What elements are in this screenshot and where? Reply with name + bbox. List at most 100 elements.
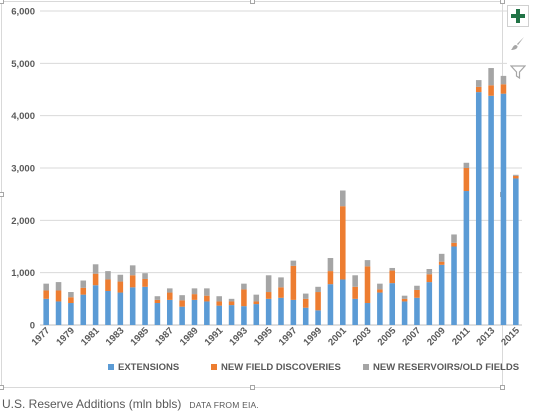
bar-segment-extensions-1998 [302, 307, 309, 325]
bar-segment-new-field-discoveries-1990 [204, 295, 210, 302]
bar-segment-new-reservoirs-old-fields-2011 [463, 162, 470, 168]
x-tick-label: 1989 [178, 325, 201, 348]
bar-segment-extensions-1990 [204, 301, 210, 325]
bar-segment-extensions-2007 [414, 297, 420, 325]
bar-segment-new-field-discoveries-2015 [513, 175, 519, 179]
chart-filters-button[interactable] [507, 61, 529, 83]
bar-segment-new-field-discoveries-1993 [241, 289, 247, 307]
bar-segment-new-field-discoveries-2009 [438, 261, 445, 265]
legend-entry: NEW RESERVOIRS/OLD FIELDS [373, 362, 519, 373]
legend: EXTENSIONS NEW FIELD DISCOVERIES NEW RESER… [108, 362, 519, 373]
x-tick-label: 1995 [252, 325, 275, 348]
filter-icon [510, 65, 526, 80]
y-axis: 0 1,000 2,000 3,000 4,000 5,000 6,000 [11, 7, 35, 332]
bar-segment-new-reservoirs-old-fields-1990 [204, 288, 210, 296]
bar-segment-extensions-1997 [290, 299, 297, 325]
bar-segment-new-field-discoveries-1988 [179, 300, 185, 307]
bar-segment-new-reservoirs-old-fields-2013 [488, 68, 494, 86]
bar-segment-new-reservoirs-old-fields-2008 [426, 269, 433, 275]
resize-handle-bottom[interactable] [250, 385, 255, 390]
bar-segment-extensions-2015 [513, 178, 519, 325]
bar-segment-extensions-2005 [389, 283, 396, 325]
bar-segment-new-field-discoveries-1977 [43, 290, 49, 299]
bar-segment-new-field-discoveries-2005 [389, 270, 396, 284]
bar-segment-new-field-discoveries-2011 [463, 168, 470, 192]
bar-segment-extensions-1987 [166, 299, 173, 325]
bar-segment-new-reservoirs-old-fields-2010 [451, 234, 457, 243]
bar-segment-extensions-2011 [463, 191, 470, 325]
bar-segment-extensions-2006 [401, 301, 408, 325]
bar-segment-new-reservoirs-old-fields-2004 [377, 283, 383, 290]
bar-segment-new-field-discoveries-1995 [265, 292, 272, 299]
x-tick-label: 2015 [499, 325, 522, 348]
bar-segment-extensions-1984 [129, 287, 136, 325]
bar-segment-new-reservoirs-old-fields-1992 [228, 298, 235, 302]
x-axis: 1977 1979 1981 1983 1985 1987 1989 1991 1993 1995… [30, 325, 523, 348]
x-tick-label: 2003 [351, 325, 374, 348]
x-tick-label: 2007 [400, 325, 423, 348]
bar-segment-new-reservoirs-old-fields-1999 [315, 286, 321, 293]
resize-handle-top-right[interactable] [500, 0, 505, 4]
bar-segment-new-reservoirs-old-fields-1977 [43, 283, 49, 291]
bar-segment-new-reservoirs-old-fields-2007 [414, 285, 420, 290]
chart-styles-button[interactable] [507, 33, 529, 55]
bar-segment-new-reservoirs-old-fields-2012 [475, 80, 482, 87]
bar-segment-new-reservoirs-old-fields-2000 [327, 258, 334, 272]
bar-segment-new-reservoirs-old-fields-1983 [117, 274, 124, 282]
paintbrush-icon [511, 37, 524, 50]
bar-segment-extensions-2012 [475, 92, 482, 326]
bar-segment-new-reservoirs-old-fields-1981 [92, 264, 99, 274]
resize-handle-top[interactable] [250, 0, 255, 4]
legend-swatch [363, 364, 369, 370]
bar-segment-new-reservoirs-old-fields-1979 [68, 292, 74, 298]
bar-segment-new-field-discoveries-1980 [80, 287, 87, 295]
bar-segment-new-field-discoveries-1979 [68, 297, 74, 304]
caption-title: U.S. Reserve Additions (mln bbls) [2, 397, 182, 411]
bar-segment-extensions-1978 [55, 301, 62, 325]
x-tick-label: 1979 [54, 325, 77, 348]
bar-segment-new-field-discoveries-2004 [377, 289, 383, 293]
bar-segment-extensions-1982 [105, 290, 111, 325]
x-tick-label: 1991 [203, 325, 226, 348]
plus-icon [511, 9, 525, 23]
bar-segment-extensions-1986 [154, 303, 161, 325]
bar-segment-new-reservoirs-old-fields-1987 [166, 288, 173, 293]
legend-entry: NEW FIELD DISCOVERIES [221, 362, 341, 373]
bar-segment-new-reservoirs-old-fields-1991 [216, 296, 222, 302]
bar-segment-extensions-1980 [80, 294, 87, 325]
bar-segment-extensions-2008 [426, 282, 433, 325]
y-tick-label: 3,000 [11, 164, 35, 175]
bar-segment-extensions-1979 [68, 303, 74, 325]
bar-segment-new-reservoirs-old-fields-1985 [142, 273, 148, 279]
bar-segment-extensions-1999 [315, 310, 321, 325]
bar-segment-new-field-discoveries-2014 [500, 84, 507, 94]
x-tick-label: 2013 [474, 325, 497, 348]
resize-handle-top-left[interactable] [0, 0, 4, 4]
chart-elements-button[interactable] [507, 5, 529, 27]
bar-segment-new-reservoirs-old-fields-2003 [364, 260, 371, 267]
bar-segment-extensions-1983 [117, 292, 124, 325]
bar-segment-extensions-1988 [179, 306, 185, 325]
resize-handle-left[interactable] [0, 192, 4, 197]
x-tick-label: 1999 [301, 325, 324, 348]
x-tick-label: 1983 [104, 325, 127, 348]
bar-segment-new-field-discoveries-1981 [92, 273, 99, 286]
x-tick-label: 2011 [450, 325, 473, 348]
stacked-bar-chart: 0 1,000 2,000 3,000 4,000 5,000 6,000 1977 1979… [11, 7, 523, 374]
x-tick-label: 2005 [376, 325, 399, 348]
bar-segment-new-field-discoveries-1991 [216, 301, 222, 306]
bar-segment-new-reservoirs-old-fields-2015 [513, 174, 519, 176]
resize-handle-bottom-right[interactable] [500, 385, 505, 390]
bar-segment-new-field-discoveries-1987 [166, 292, 173, 300]
x-tick-label: 1981 [79, 325, 102, 348]
bar-segment-new-reservoirs-old-fields-2005 [389, 267, 396, 271]
bar-segment-extensions-2003 [364, 303, 371, 325]
bar-segment-new-field-discoveries-2000 [327, 271, 334, 285]
y-tick-label: 1,000 [11, 268, 35, 279]
x-tick-label: 1987 [153, 325, 176, 348]
resize-handle-bottom-left[interactable] [0, 385, 4, 390]
bar-segment-new-field-discoveries-2013 [488, 85, 494, 96]
bar-segment-extensions-2000 [327, 284, 334, 325]
bar-segment-new-reservoirs-old-fields-2014 [500, 75, 507, 85]
bar-segment-new-field-discoveries-1997 [290, 265, 297, 300]
